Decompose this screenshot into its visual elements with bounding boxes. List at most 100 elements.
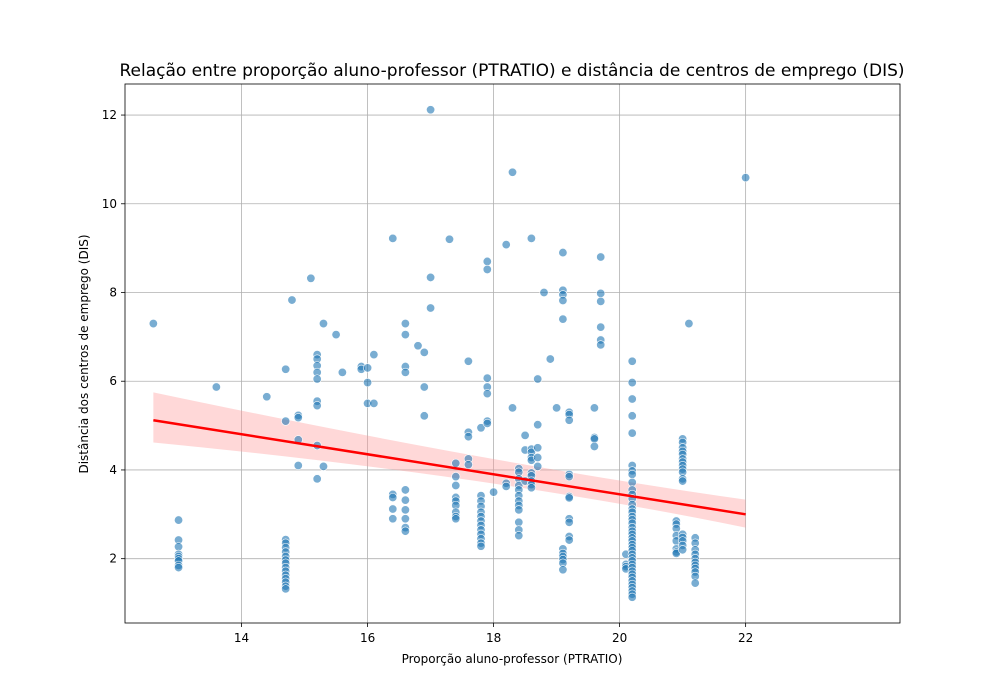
- data-point: [514, 531, 524, 541]
- data-point: [627, 477, 637, 487]
- data-point: [627, 469, 637, 479]
- data-point: [552, 403, 562, 413]
- data-point: [337, 367, 347, 377]
- grid: [125, 84, 900, 623]
- data-point: [564, 493, 574, 503]
- x-tick-label: 22: [738, 631, 753, 645]
- data-point: [589, 403, 599, 413]
- data-point: [400, 485, 410, 495]
- chart-title: Relação entre proporção aluno-professor …: [119, 61, 904, 81]
- data-point: [533, 461, 543, 471]
- regression-line: [153, 419, 746, 516]
- data-point: [564, 517, 574, 527]
- x-tick-label: 14: [234, 631, 249, 645]
- data-point: [174, 563, 184, 573]
- data-point: [558, 248, 568, 258]
- data-point: [419, 382, 429, 392]
- data-point: [388, 233, 398, 243]
- data-point: [507, 403, 517, 413]
- data-point: [501, 481, 511, 491]
- data-point: [482, 256, 492, 266]
- data-point: [558, 565, 568, 575]
- data-point: [539, 288, 549, 298]
- data-point: [564, 535, 574, 545]
- regression-line-layer: [153, 419, 746, 516]
- x-tick-label: 18: [486, 631, 501, 645]
- y-axis-label: Distância dos centros de emprego (DIS): [77, 234, 91, 473]
- y-tick-label: 12: [102, 108, 117, 122]
- data-point: [281, 584, 291, 594]
- data-point: [596, 322, 606, 332]
- confidence-band-layer: [153, 392, 746, 528]
- y-tick-label: 2: [109, 552, 117, 566]
- data-point: [741, 173, 751, 183]
- data-point: [533, 443, 543, 453]
- data-point: [400, 526, 410, 536]
- data-point: [363, 363, 373, 373]
- data-point: [545, 354, 555, 364]
- data-point: [174, 542, 184, 552]
- data-point: [514, 505, 524, 515]
- data-point: [558, 314, 568, 324]
- x-axis-label: Proporção aluno-professor (PTRATIO): [402, 652, 623, 666]
- data-point: [444, 234, 454, 244]
- data-point: [369, 398, 379, 408]
- x-axis-ticks: 14 16 18 20 22: [234, 623, 753, 645]
- data-point: [451, 514, 461, 524]
- data-point: [293, 413, 303, 423]
- data-point: [514, 517, 524, 527]
- data-point: [463, 356, 473, 366]
- data-point: [489, 487, 499, 497]
- data-point: [589, 434, 599, 444]
- data-point: [426, 105, 436, 115]
- data-point: [287, 295, 297, 305]
- data-point: [281, 364, 291, 374]
- data-point: [596, 340, 606, 350]
- x-tick-label: 16: [360, 631, 375, 645]
- data-point: [463, 432, 473, 442]
- data-point: [627, 394, 637, 404]
- data-point: [451, 458, 461, 468]
- data-point: [318, 461, 328, 471]
- plot-frame: [124, 83, 901, 624]
- data-point: [533, 374, 543, 384]
- data-point: [501, 240, 511, 250]
- data-point: [400, 505, 410, 515]
- data-point: [413, 341, 423, 351]
- data-point: [533, 420, 543, 430]
- data-point: [262, 392, 272, 402]
- data-point: [451, 480, 461, 490]
- data-point: [400, 514, 410, 524]
- data-point: [331, 330, 341, 340]
- data-point: [419, 411, 429, 421]
- data-point: [678, 476, 688, 486]
- y-tick-label: 6: [109, 374, 117, 388]
- data-point: [211, 382, 221, 392]
- data-point: [400, 495, 410, 505]
- data-point: [419, 347, 429, 357]
- y-tick-label: 10: [102, 197, 117, 211]
- data-point: [388, 504, 398, 514]
- data-point: [482, 373, 492, 383]
- data-point: [363, 378, 373, 388]
- data-point: [558, 295, 568, 305]
- data-point: [627, 592, 637, 602]
- data-point: [684, 319, 694, 329]
- data-point: [426, 272, 436, 282]
- data-point: [293, 461, 303, 471]
- data-point: [627, 428, 637, 438]
- data-point: [451, 472, 461, 482]
- data-point: [476, 423, 486, 433]
- data-point: [482, 389, 492, 399]
- data-point: [318, 319, 328, 329]
- x-tick-label: 20: [612, 631, 627, 645]
- y-axis-ticks: 2 4 6 8 10 12: [102, 108, 125, 566]
- data-point: [312, 401, 322, 411]
- data-point: [306, 273, 316, 283]
- data-point: [388, 492, 398, 502]
- data-point: [526, 483, 536, 493]
- data-point: [627, 356, 637, 366]
- data-point: [596, 252, 606, 262]
- data-point: [596, 288, 606, 298]
